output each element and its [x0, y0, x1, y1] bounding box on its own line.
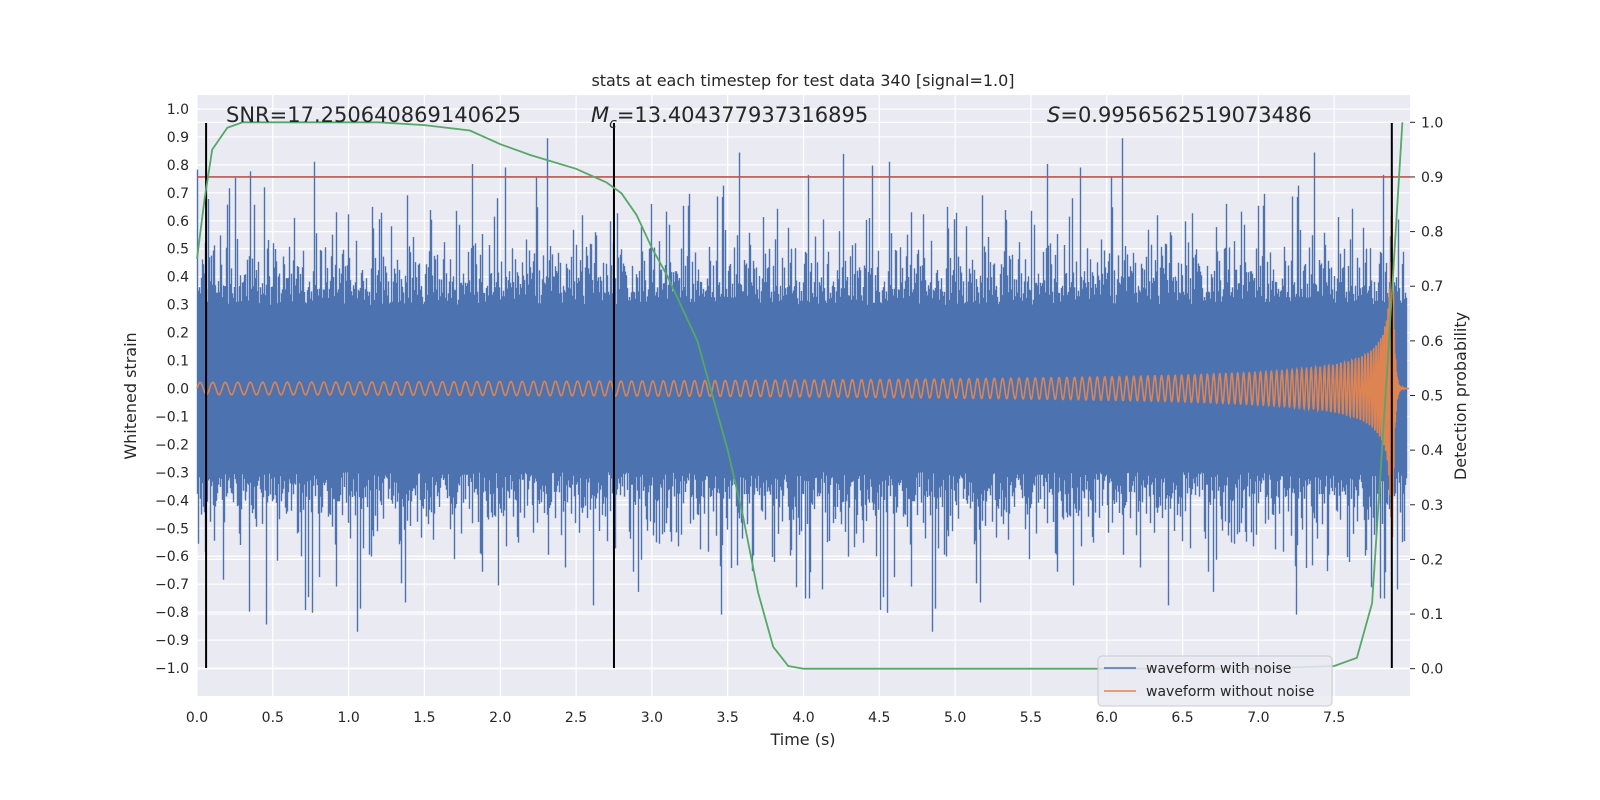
y-right-tick-label: 1.0 — [1421, 115, 1443, 131]
x-tick-label: 3.5 — [717, 710, 739, 726]
x-tick-label: 5.0 — [944, 710, 966, 726]
chart-title: stats at each timestep for test data 340… — [591, 71, 1014, 90]
x-axis-label: Time (s) — [769, 730, 835, 749]
legend: waveform with noise waveform without noi… — [1097, 655, 1333, 707]
y-right-tick-label: 0.6 — [1421, 334, 1443, 350]
y-ticks-left: 1.0 0.9 0.8 0.7 0.6 0.5 0.4 0.3 0.2 0.1 0.0 −0.1 −0.… — [155, 102, 189, 677]
y-tick-label: −0.7 — [155, 577, 189, 593]
y-tick-label: 0.9 — [167, 130, 189, 146]
y-right-tick-label: 0.9 — [1421, 170, 1443, 186]
x-tick-label: 4.5 — [868, 710, 890, 726]
y-right-tick-label: 0.8 — [1421, 225, 1443, 241]
y-tick-label: −0.8 — [155, 605, 189, 621]
s-symbol: S — [1047, 103, 1060, 127]
y-tick-label: −0.2 — [155, 437, 189, 453]
x-tick-label: 3.0 — [641, 710, 663, 726]
x-tick-label: 2.0 — [489, 710, 511, 726]
mc-symbol: M — [591, 103, 609, 127]
s-annotation: S=0.9956562519073486 — [1047, 103, 1312, 127]
legend-box — [1097, 655, 1333, 707]
x-tick-label: 6.0 — [1096, 710, 1118, 726]
series-waveform-without-noise — [196, 177, 1410, 575]
x-ticks: 0.0 0.5 1.0 1.5 2.0 2.5 3.0 3.5 4.0 4.5 5.0 5.5 6.0 6… — [186, 710, 1345, 726]
legend-label-with-noise: waveform with noise — [1146, 661, 1291, 677]
y-right-tick-label: 0.1 — [1421, 607, 1443, 623]
x-tick-label: 6.5 — [1171, 710, 1193, 726]
x-tick-label: 2.5 — [565, 710, 587, 726]
mc-subscript: c — [609, 116, 617, 132]
y-tick-label: −0.1 — [155, 409, 189, 425]
x-tick-label: 4.0 — [792, 710, 814, 726]
y-tick-label: 0.0 — [167, 382, 189, 398]
y-right-tick-label: 0.3 — [1421, 498, 1443, 514]
y-tick-label: 0.1 — [167, 354, 189, 370]
mc-value: =13.404377937316895 — [617, 103, 868, 127]
y-right-tick-label: 0.7 — [1421, 279, 1443, 295]
snr-annotation: SNR=17.250640869140625 — [226, 103, 521, 127]
x-tick-label: 0.0 — [186, 710, 208, 726]
x-tick-label: 5.5 — [1020, 710, 1042, 726]
y-tick-label: −0.9 — [155, 633, 189, 649]
y-tick-label: −0.5 — [155, 521, 189, 537]
y-axis-label-right: Detection probability — [1451, 312, 1470, 480]
y-tick-label: 0.5 — [167, 242, 189, 258]
mc-annotation: Mc=13.404377937316895 — [591, 103, 868, 132]
x-tick-label: 7.5 — [1323, 710, 1345, 726]
y-tick-label: 0.2 — [167, 326, 189, 342]
y-tick-label: 1.0 — [167, 102, 189, 118]
y-tick-label: 0.7 — [167, 186, 189, 202]
x-tick-label: 1.5 — [413, 710, 435, 726]
y-ticks-right: 1.0 0.9 0.8 0.7 0.6 0.5 0.4 0.3 0.2 0.1 0.0 — [1410, 115, 1443, 678]
y-tick-label: 0.6 — [167, 214, 189, 230]
legend-label-without-noise: waveform without noise — [1146, 684, 1314, 700]
y-tick-label: −0.4 — [155, 493, 189, 509]
y-tick-label: 0.8 — [167, 158, 189, 174]
y-tick-label: −0.6 — [155, 549, 189, 565]
waveform-without-noise-line — [196, 177, 1410, 575]
y-right-tick-label: 0.2 — [1421, 552, 1443, 568]
y-tick-label: 0.4 — [167, 270, 189, 286]
y-right-tick-label: 0.4 — [1421, 443, 1443, 459]
x-tick-label: 0.5 — [262, 710, 284, 726]
y-right-tick-label: 0.0 — [1421, 662, 1443, 678]
x-tick-label: 1.0 — [337, 710, 359, 726]
y-tick-label: −1.0 — [155, 661, 189, 677]
y-right-tick-label: 0.5 — [1421, 389, 1443, 405]
s-value: =0.9956562519073486 — [1060, 103, 1311, 127]
y-tick-label: −0.3 — [155, 465, 189, 481]
x-tick-label: 7.0 — [1247, 710, 1269, 726]
y-axis-label-left: Whitened strain — [121, 332, 140, 459]
y-tick-label: 0.3 — [167, 298, 189, 314]
vertical-markers — [205, 122, 1393, 669]
